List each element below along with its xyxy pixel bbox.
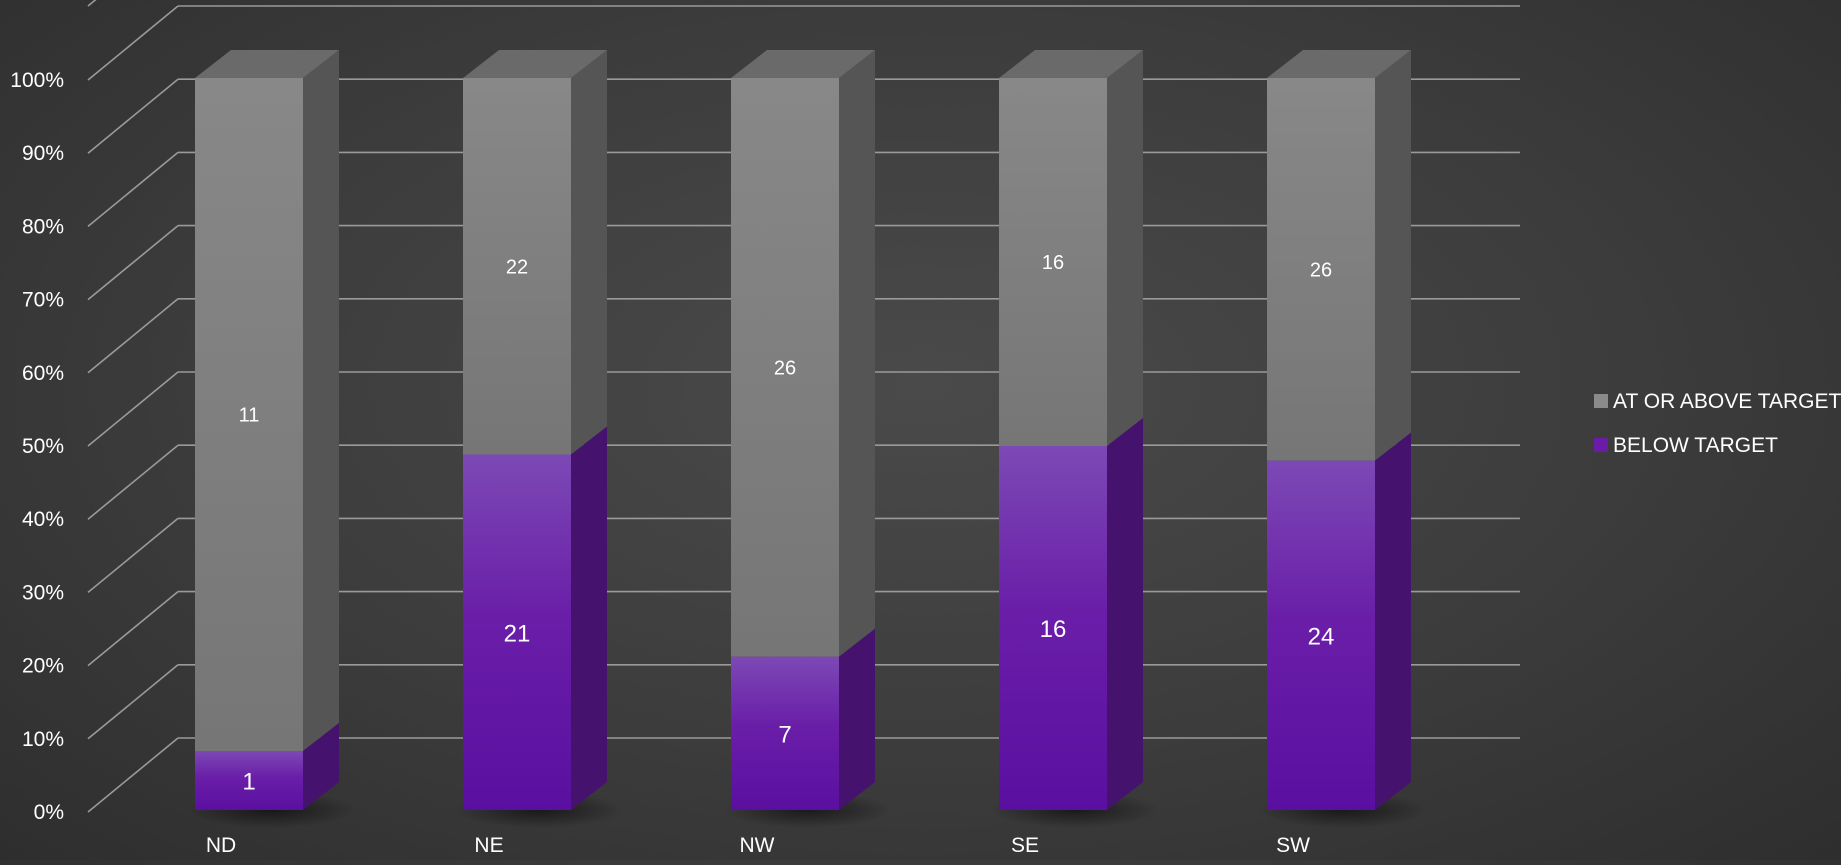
gridline-depth xyxy=(87,151,179,228)
y-tick-label: 30% xyxy=(22,581,64,604)
gridline-depth xyxy=(87,590,179,667)
y-tick-label: 50% xyxy=(22,435,64,458)
legend-swatch xyxy=(1594,394,1608,408)
bar-side-above-target xyxy=(1375,50,1411,461)
x-tick-label: NE xyxy=(474,834,503,857)
data-label-above-target: 22 xyxy=(506,256,528,278)
bar-segment-below-target xyxy=(999,446,1107,810)
x-tick-label: ND xyxy=(206,834,236,857)
data-label-below-target: 21 xyxy=(504,620,531,647)
y-tick-label: 40% xyxy=(22,508,64,531)
bar-side-below-target xyxy=(839,628,875,810)
data-label-below-target: 7 xyxy=(778,721,791,748)
bar-side-below-target xyxy=(303,723,339,810)
bar-side-below-target xyxy=(1107,418,1143,810)
data-label-above-target: 26 xyxy=(774,357,796,379)
bar-top xyxy=(999,50,1143,78)
data-label-below-target: 16 xyxy=(1040,616,1067,643)
bar-segment-below-target xyxy=(195,751,303,810)
gridline-depth xyxy=(87,444,179,520)
gridline-depth xyxy=(87,78,179,154)
legend: AT OR ABOVE TARGET BELOW TARGET xyxy=(1594,390,1841,457)
y-tick-label: 90% xyxy=(22,142,64,165)
y-tick-label: 100% xyxy=(10,69,64,92)
legend-label: AT OR ABOVE TARGET xyxy=(1613,390,1841,413)
data-label-above-target: 11 xyxy=(239,405,260,427)
bar-segment-below-target xyxy=(463,454,571,810)
axes: 0% 10% 20% 30% 40% 50% 60% 70% 80% 90% 100% ND NE NW S… xyxy=(10,69,1310,857)
bar-side-above-target xyxy=(1107,50,1143,446)
gridline-depth xyxy=(87,5,179,81)
data-label-above-target: 16 xyxy=(1042,252,1064,274)
bar-segment-above-target xyxy=(731,78,839,657)
data-label-below-target: 1 xyxy=(242,769,255,796)
gridline-depth xyxy=(87,298,179,374)
bar-segment-below-target xyxy=(731,656,839,810)
bar-side-below-target xyxy=(571,426,607,810)
y-tick-label: 70% xyxy=(22,289,64,312)
y-tick-label: 80% xyxy=(22,215,64,238)
bar-segment-below-target xyxy=(1267,460,1375,810)
gridline-depth xyxy=(87,517,179,594)
x-tick-label: SW xyxy=(1276,834,1310,857)
bar-side-above-target xyxy=(571,50,607,455)
gridline-depth xyxy=(87,224,179,301)
bar-side-above-target xyxy=(839,50,875,657)
y-tick-label: 60% xyxy=(22,362,64,385)
gridline-depth xyxy=(87,737,179,813)
bar-segment-above-target xyxy=(195,78,303,751)
bar-top xyxy=(195,50,339,78)
bar-segment-above-target xyxy=(463,78,571,455)
y-tick-label: 0% xyxy=(34,801,64,824)
bar-top xyxy=(1267,50,1411,78)
bar-segment-above-target xyxy=(1267,78,1375,461)
bar-segment-above-target xyxy=(999,78,1107,446)
bar-top xyxy=(731,50,875,78)
gridline-top-depth xyxy=(87,0,97,7)
legend-swatch xyxy=(1594,438,1608,452)
x-tick-label: SE xyxy=(1011,834,1039,857)
data-label-below-target: 24 xyxy=(1308,623,1335,650)
bars xyxy=(186,50,1428,828)
bar-side-below-target xyxy=(1375,432,1411,810)
y-tick-label: 10% xyxy=(22,728,64,751)
data-label-above-target: 26 xyxy=(1310,259,1332,281)
x-tick-label: NW xyxy=(740,834,775,857)
gridline-depth xyxy=(87,371,179,447)
bar-top xyxy=(463,50,607,78)
gridline-depth xyxy=(87,664,179,740)
legend-label: BELOW TARGET xyxy=(1613,434,1778,457)
bar-side-above-target xyxy=(303,50,339,751)
y-tick-label: 20% xyxy=(22,655,64,678)
